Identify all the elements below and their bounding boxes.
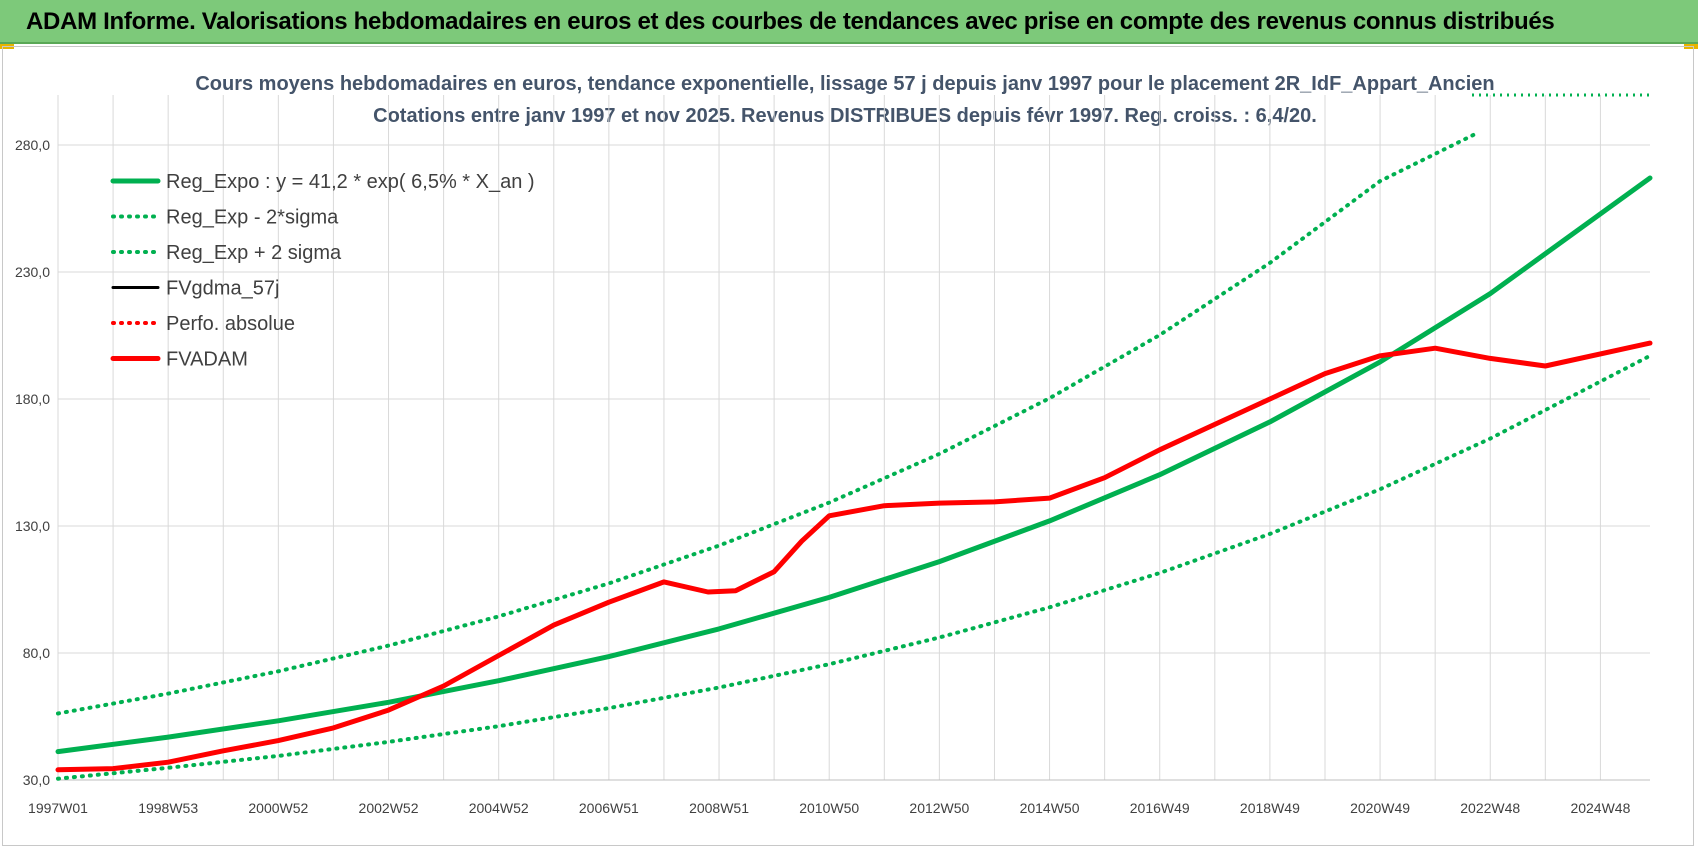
y-tick-label: 230,0 [15,264,50,280]
x-tick-label: 1997W01 [28,800,88,816]
legend-label: Perfo. absolue [166,313,295,335]
series-line [56,341,1652,772]
series-line [56,341,1652,772]
series-line [56,132,1476,716]
x-tick-label: 2004W52 [469,800,529,816]
legend-label: Reg_Expo : y = 41,2 * exp( 6,5% * X_an ) [166,171,535,193]
chart-title: Cours moyens hebdomadaires en euros, ten… [195,73,1494,95]
x-tick-label: 2008W51 [689,800,749,816]
y-tick-label: 30,0 [23,772,50,788]
x-tick-label: 2020W49 [1350,800,1410,816]
x-tick-label: 2010W50 [799,800,859,816]
series-line [56,353,1652,781]
report-title: ADAM Informe. Valorisations hebdomadaire… [26,8,1555,35]
y-tick-label: 280,0 [15,137,50,153]
legend-label: Reg_Exp - 2*sigma [166,207,339,229]
report-banner: ADAM Informe. Valorisations hebdomadaire… [0,0,1698,44]
x-tick-label: 2022W48 [1460,800,1520,816]
x-tick-label: 2012W50 [909,800,969,816]
chart-frame [2,46,1694,846]
y-tick-label: 180,0 [15,391,50,407]
x-tick-label: 2002W52 [359,800,419,816]
x-tick-label: 2006W51 [579,800,639,816]
chart-subtitle: Cotations entre janv 1997 et nov 2025. R… [373,105,1317,127]
legend-label: Reg_Exp + 2 sigma [166,242,342,264]
x-tick-label: 2000W52 [248,800,308,816]
x-tick-label: 2024W48 [1570,800,1630,816]
series-line [55,175,1653,755]
series-line [55,340,1653,773]
x-tick-label: 2014W50 [1020,800,1080,816]
x-tick-label: 1998W53 [138,800,198,816]
legend-label: FVADAM [166,349,248,371]
x-tick-label: 2016W49 [1130,800,1190,816]
legend-label: FVgdma_57j [166,278,279,300]
x-tick-label: 2018W49 [1240,800,1300,816]
y-tick-label: 130,0 [15,518,50,534]
y-tick-label: 80,0 [23,645,50,661]
